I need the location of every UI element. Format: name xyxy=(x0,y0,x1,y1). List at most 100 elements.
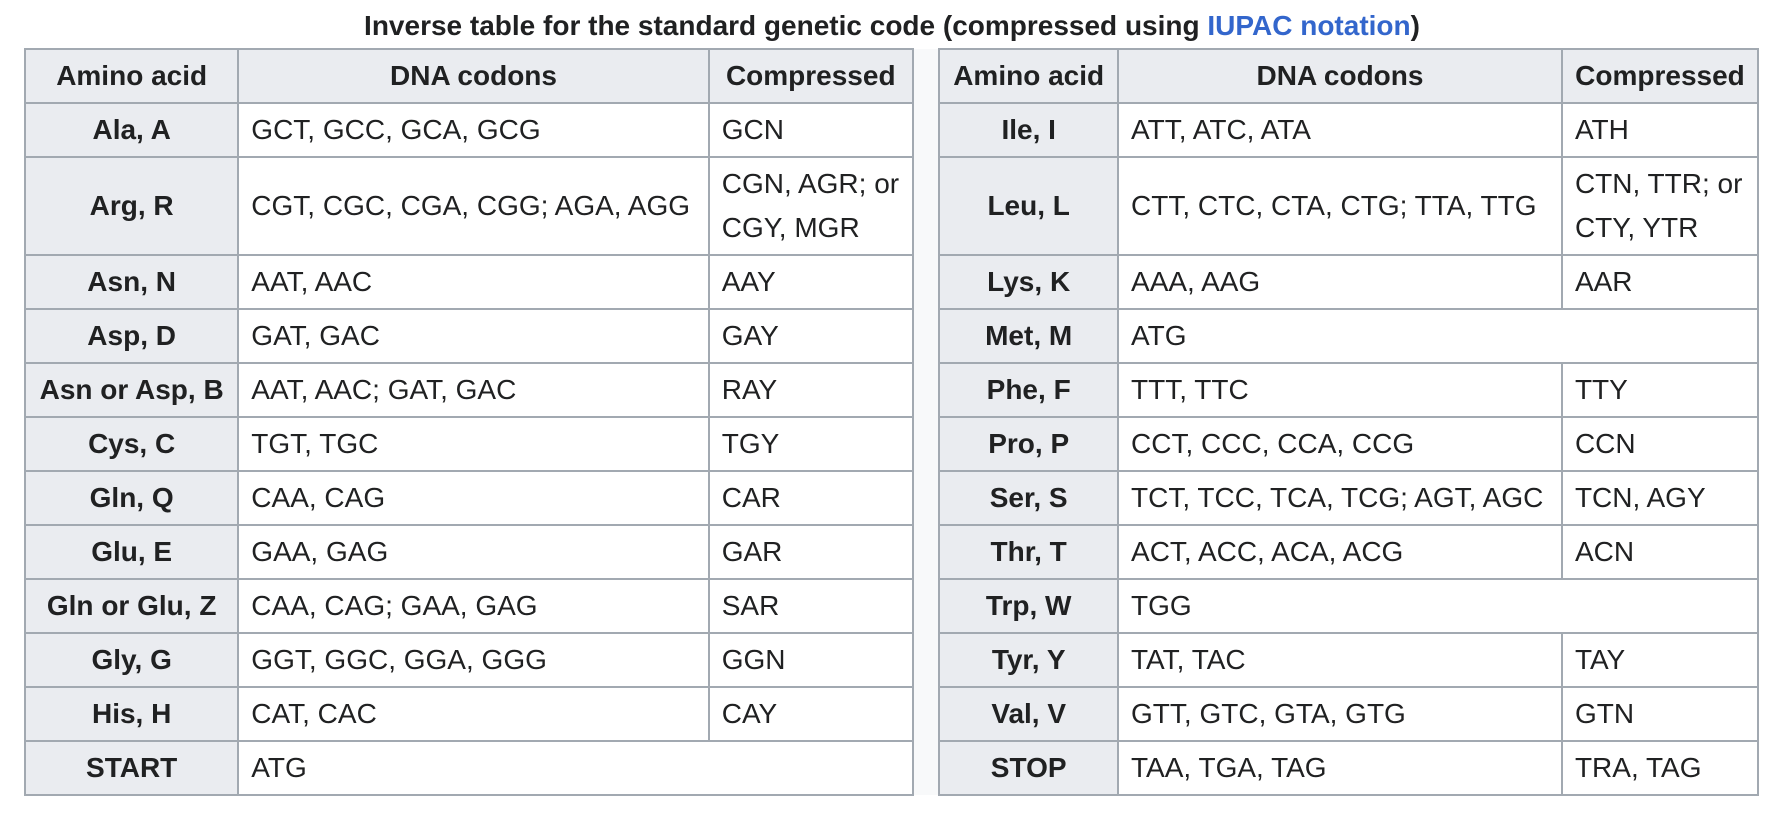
table-row: START ATG STOP TAA, TGA, TAG TRA, TAG xyxy=(23,740,1760,796)
dna-codons-cell: CTT, CTC, CTA, CTG; TTA, TTG xyxy=(1117,156,1563,256)
column-gap xyxy=(911,309,941,363)
compressed-cell: CAR xyxy=(707,470,914,526)
column-gap xyxy=(911,633,941,687)
compressed-cell: GAY xyxy=(707,308,914,364)
compressed-cell: ATH xyxy=(1560,102,1760,158)
compressed-cell: TRA, TAG xyxy=(1560,740,1760,796)
column-gap xyxy=(911,687,941,741)
dna-codons-cell: AAA, AAG xyxy=(1117,254,1563,310)
amino-acid-cell: Trp, W xyxy=(938,578,1120,634)
column-gap xyxy=(911,49,941,103)
table-row: Gln, Q CAA, CAG CAR Ser, S TCT, TCC, TCA, TC… xyxy=(23,470,1760,526)
dna-codons-cell: ATG xyxy=(237,740,914,796)
dna-codons-cell: CGT, CGC, CGA, CGG; AGA, AGG xyxy=(237,156,710,256)
left-amino-acid-header: Amino acid xyxy=(23,48,240,104)
amino-acid-cell: Pro, P xyxy=(938,416,1120,472)
amino-acid-cell: Arg, R xyxy=(23,156,240,256)
table-row: Gly, G GGT, GGC, GGA, GGG GGN Tyr, Y TAT, TA… xyxy=(23,632,1760,688)
dna-codons-cell: AAT, AAC xyxy=(237,254,710,310)
amino-acid-cell: Thr, T xyxy=(938,524,1120,580)
column-gap xyxy=(911,417,941,471)
column-gap xyxy=(911,103,941,157)
column-gap xyxy=(911,579,941,633)
dna-codons-cell: CAA, CAG; GAA, GAG xyxy=(237,578,710,634)
table-row: Arg, R CGT, CGC, CGA, CGG; AGA, AGG CGN, A… xyxy=(23,156,1760,256)
column-gap xyxy=(911,363,941,417)
compressed-cell: GCN xyxy=(707,102,914,158)
column-gap xyxy=(911,157,941,255)
compressed-cell: SAR xyxy=(707,578,914,634)
compressed-cell: CGN, AGR; or CGY, MGR xyxy=(707,156,914,256)
table-row: Asp, D GAT, GAC GAY Met, M ATG xyxy=(23,308,1759,364)
dna-codons-cell: TGT, TGC xyxy=(237,416,710,472)
column-gap xyxy=(911,525,941,579)
amino-acid-cell: Asn or Asp, B xyxy=(23,362,240,418)
dna-codons-cell: TCT, TCC, TCA, TCG; AGT, AGC xyxy=(1117,470,1563,526)
amino-acid-cell: Tyr, Y xyxy=(938,632,1120,688)
amino-acid-cell: Asn, N xyxy=(23,254,240,310)
table-row: His, H CAT, CAC CAY Val, V GTT, GTC, GTA, GT… xyxy=(23,686,1760,742)
amino-acid-cell: Val, V xyxy=(938,686,1120,742)
dna-codons-cell: ATG xyxy=(1117,308,1759,364)
compressed-cell: GGN xyxy=(707,632,914,688)
amino-acid-cell: Leu, L xyxy=(938,156,1120,256)
compressed-cell: GAR xyxy=(707,524,914,580)
amino-acid-cell: Cys, C xyxy=(23,416,240,472)
dna-codons-cell: GGT, GGC, GGA, GGG xyxy=(237,632,710,688)
dna-codons-cell: CCT, CCC, CCA, CCG xyxy=(1117,416,1563,472)
amino-acid-cell: Gln or Glu, Z xyxy=(23,578,240,634)
dna-codons-cell: TTT, TTC xyxy=(1117,362,1563,418)
table-row: Asn, N AAT, AAC AAY Lys, K AAA, AAG AAR xyxy=(23,254,1760,310)
dna-codons-cell: GTT, GTC, GTA, GTG xyxy=(1117,686,1563,742)
table-caption: Inverse table for the standard genetic c… xyxy=(0,8,1784,44)
compressed-cell: RAY xyxy=(707,362,914,418)
right-compressed-header: Compressed xyxy=(1560,48,1760,104)
compressed-cell: TCN, AGY xyxy=(1560,470,1760,526)
compressed-cell: CAY xyxy=(707,686,914,742)
amino-acid-cell: Gly, G xyxy=(23,632,240,688)
amino-acid-cell: START xyxy=(23,740,240,796)
table-row: Cys, C TGT, TGC TGY Pro, P CCT, CCC, CCA, CC… xyxy=(23,416,1760,472)
left-dna-codons-header: DNA codons xyxy=(237,48,710,104)
column-gap xyxy=(911,255,941,309)
compressed-cell: CCN xyxy=(1560,416,1760,472)
amino-acid-cell: His, H xyxy=(23,686,240,742)
amino-acid-cell: Ile, I xyxy=(938,102,1120,158)
compressed-cell: AAR xyxy=(1560,254,1760,310)
dna-codons-cell: CAA, CAG xyxy=(237,470,710,526)
table-body: Ala, A GCT, GCC, GCA, GCG GCN Ile, I ATT, AT… xyxy=(23,102,1760,796)
table-row: Asn or Asp, B AAT, AAC; GAT, GAC RAY Phe, F… xyxy=(23,362,1760,418)
compressed-cell: ACN xyxy=(1560,524,1760,580)
column-gap xyxy=(911,471,941,525)
dna-codons-cell: GCT, GCC, GCA, GCG xyxy=(237,102,710,158)
amino-acid-cell: Glu, E xyxy=(23,524,240,580)
dna-codons-cell: GAT, GAC xyxy=(237,308,710,364)
dna-codons-cell: TAT, TAC xyxy=(1117,632,1563,688)
dna-codons-cell: CAT, CAC xyxy=(237,686,710,742)
amino-acid-cell: Phe, F xyxy=(938,362,1120,418)
table-row: Ala, A GCT, GCC, GCA, GCG GCN Ile, I ATT, AT… xyxy=(23,102,1760,158)
compressed-cell: TTY xyxy=(1560,362,1760,418)
amino-acid-cell: Asp, D xyxy=(23,308,240,364)
dna-codons-cell: GAA, GAG xyxy=(237,524,710,580)
compressed-cell: TAY xyxy=(1560,632,1760,688)
left-compressed-header: Compressed xyxy=(707,48,914,104)
amino-acid-cell: Lys, K xyxy=(938,254,1120,310)
header-row: Amino acid DNA codons Compressed Amino a… xyxy=(23,48,1760,104)
table-row: Glu, E GAA, GAG GAR Thr, T ACT, ACC, ACA, AC… xyxy=(23,524,1760,580)
caption-text: Inverse table for the standard genetic c… xyxy=(364,10,1208,41)
table-row: Gln or Glu, Z CAA, CAG; GAA, GAG SAR Trp, W… xyxy=(23,578,1759,634)
caption-close: ) xyxy=(1410,10,1420,41)
dna-codons-cell: AAT, AAC; GAT, GAC xyxy=(237,362,710,418)
compressed-cell: TGY xyxy=(707,416,914,472)
amino-acid-cell: Ser, S xyxy=(938,470,1120,526)
compressed-cell: AAY xyxy=(707,254,914,310)
iupac-notation-link[interactable]: IUPAC notation xyxy=(1207,10,1411,41)
amino-acid-cell: Gln, Q xyxy=(23,470,240,526)
genetic-code-table: Amino acid DNA codons Compressed Amino a… xyxy=(23,48,1760,796)
right-dna-codons-header: DNA codons xyxy=(1117,48,1563,104)
amino-acid-cell: Ala, A xyxy=(23,102,240,158)
compressed-cell: CTN, TTR; or CTY, YTR xyxy=(1560,156,1760,256)
dna-codons-cell: ATT, ATC, ATA xyxy=(1117,102,1563,158)
amino-acid-cell: Met, M xyxy=(938,308,1120,364)
